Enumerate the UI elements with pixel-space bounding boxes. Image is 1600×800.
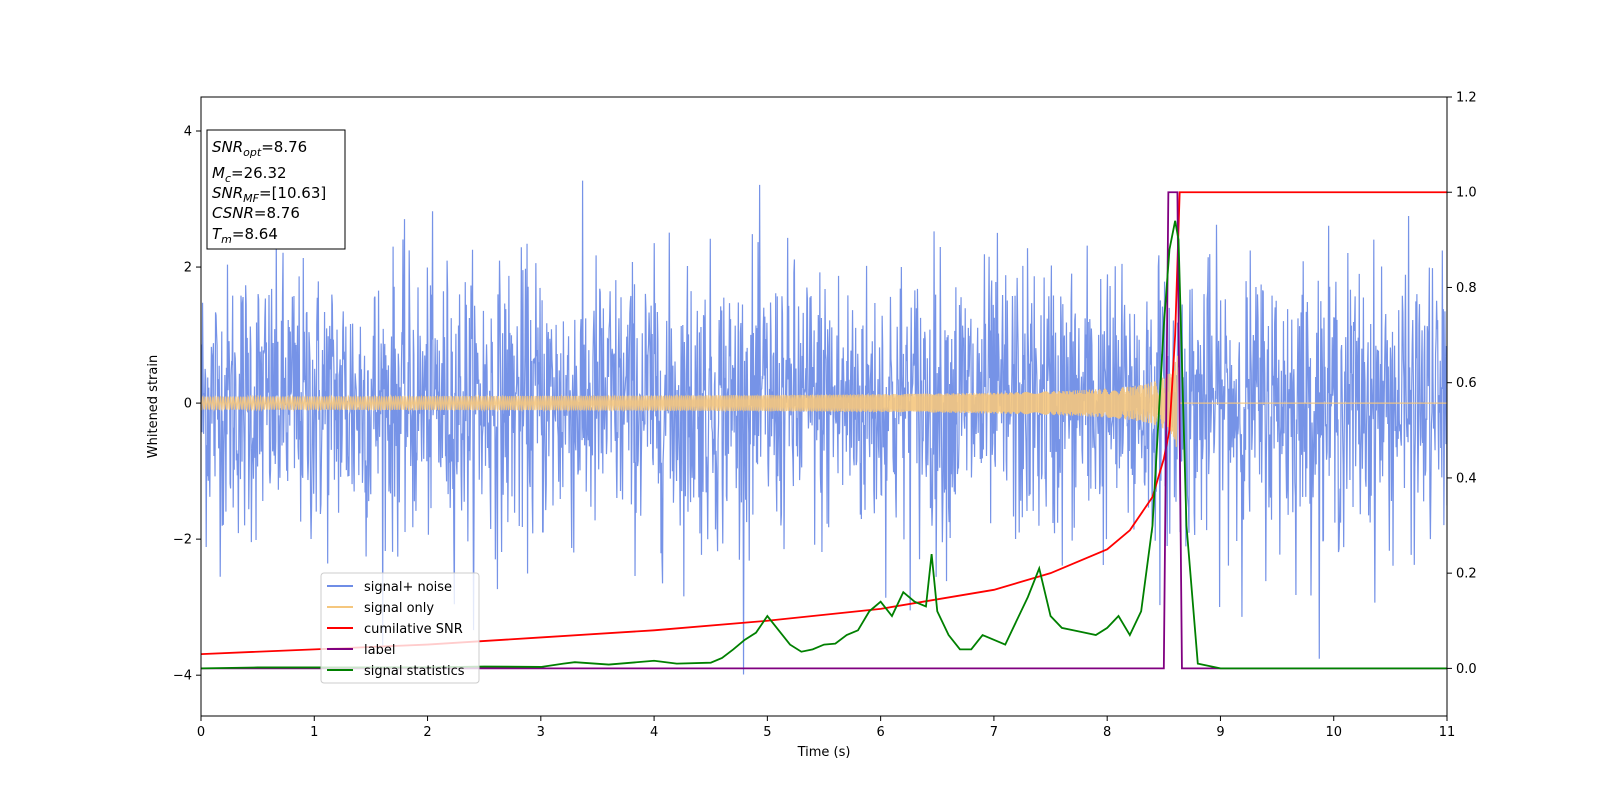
x-tick-label: 5 bbox=[763, 725, 771, 740]
y-left-tick-label: −2 bbox=[173, 533, 192, 548]
y-right-tick-label: 1.2 bbox=[1456, 91, 1477, 106]
y-axis-left: −4 −2 0 2 4 bbox=[173, 125, 201, 684]
series-signal-only bbox=[201, 355, 1447, 447]
legend-entry-label: signal only bbox=[364, 601, 434, 616]
y-right-tick-label: 0.6 bbox=[1456, 376, 1477, 391]
x-tick-label: 3 bbox=[537, 725, 545, 740]
x-tick-label: 8 bbox=[1103, 725, 1111, 740]
info-line: SNRopt=8.76 bbox=[212, 138, 307, 159]
plot-area bbox=[201, 180, 1447, 675]
y-right-tick-label: 0.8 bbox=[1456, 281, 1477, 296]
series-signal-statistics bbox=[201, 220, 1447, 670]
y-axis-right: 0.0 0.2 0.4 0.6 0.8 1.0 1.2 bbox=[1447, 91, 1477, 677]
y-left-tick-label: 0 bbox=[184, 397, 192, 412]
legend-entry-label: cumilative SNR bbox=[364, 622, 463, 637]
y-left-tick-label: 2 bbox=[184, 261, 192, 276]
x-tick-label: 2 bbox=[423, 725, 431, 740]
info-box-frame bbox=[206, 129, 346, 250]
x-axis-label: Time (s) bbox=[797, 745, 851, 760]
y-left-tick-label: 4 bbox=[184, 125, 192, 140]
series-signal-noise bbox=[201, 180, 1447, 675]
x-tick-label: 11 bbox=[1439, 725, 1456, 740]
legend-entry-label: signal statistics bbox=[364, 664, 465, 679]
x-tick-label: 7 bbox=[990, 725, 998, 740]
info-box: SNRopt=8.76 Mc=26.32SNRMF=[10.63]CSNR=8.7… bbox=[206, 129, 346, 250]
legend-entry-label: signal+ noise bbox=[364, 580, 452, 595]
info-line: SNRMF=[10.63] bbox=[212, 184, 326, 205]
x-tick-label: 10 bbox=[1325, 725, 1342, 740]
x-tick-label: 4 bbox=[650, 725, 658, 740]
x-tick-label: 0 bbox=[197, 725, 205, 740]
y-left-tick-label: −4 bbox=[173, 669, 192, 684]
series-cumulative-snr bbox=[201, 191, 1447, 655]
y-right-tick-label: 0.2 bbox=[1456, 567, 1477, 582]
legend-frame bbox=[320, 572, 480, 684]
legend-entry-label: label bbox=[364, 643, 395, 658]
legend: signal+ noise signal only cumilative SNR la… bbox=[320, 572, 480, 684]
y-axis-label: Whitened strain bbox=[146, 355, 161, 458]
info-line: Mc=26.32 bbox=[212, 164, 287, 185]
y-right-tick-label: 1.0 bbox=[1456, 186, 1477, 201]
y-right-tick-label: 0.4 bbox=[1456, 471, 1477, 486]
info-line: CSNR=8.76 bbox=[212, 204, 300, 222]
x-tick-label: 9 bbox=[1216, 725, 1224, 740]
x-tick-label: 6 bbox=[876, 725, 884, 740]
info-line: Tm=8.64 bbox=[212, 225, 278, 246]
x-axis: 0 1 2 3 4 5 6 7 8 9 10 11 bbox=[197, 716, 1455, 740]
y-right-tick-label: 0.0 bbox=[1456, 662, 1477, 677]
plot-frame bbox=[200, 96, 1448, 717]
x-tick-label: 1 bbox=[310, 725, 318, 740]
